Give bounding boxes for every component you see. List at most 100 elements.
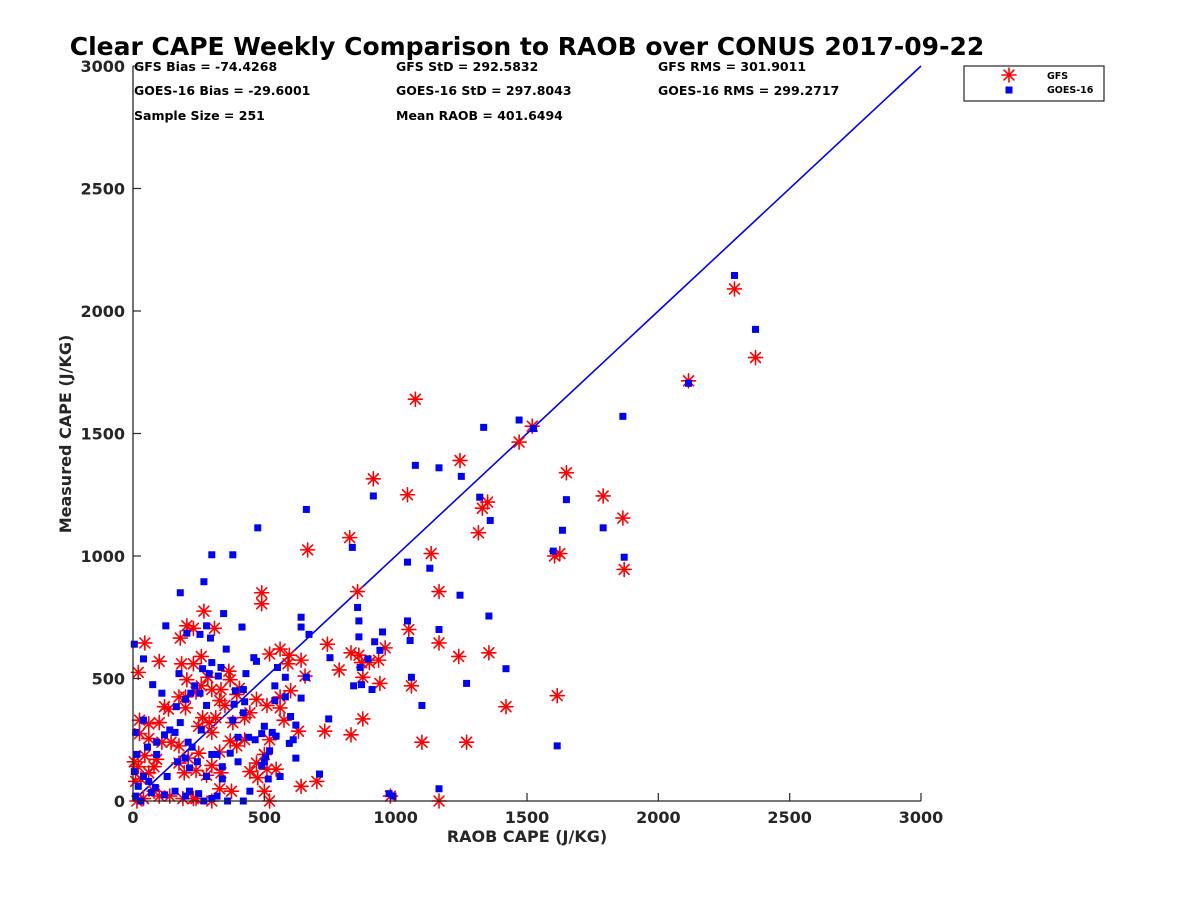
- goes16-point: [268, 728, 276, 736]
- goes16-point: [229, 551, 237, 559]
- gfs-point: [211, 780, 228, 797]
- goes16-point: [234, 733, 242, 741]
- goes16-point: [174, 758, 182, 766]
- goes16-point: [285, 739, 293, 747]
- gfs-point: [193, 648, 210, 665]
- goes16-point: [130, 640, 138, 648]
- goes16-point: [476, 493, 484, 501]
- goes16-point: [292, 754, 300, 762]
- goes16-point: [229, 716, 237, 724]
- x-tick-label: 2000: [636, 808, 681, 827]
- goes16-point: [140, 773, 148, 780]
- x-tick-label: 1500: [505, 808, 550, 827]
- goes16-point: [411, 461, 419, 469]
- goes16-point: [530, 425, 538, 433]
- goes16-point: [222, 645, 230, 653]
- gfs-point: [400, 621, 417, 638]
- goes16-point: [376, 646, 384, 654]
- goes16-point: [272, 732, 280, 740]
- y-axis-label: Measured CAPE (J/KG): [56, 335, 75, 534]
- gfs-point: [399, 486, 416, 503]
- goes16-point: [379, 628, 387, 636]
- goes16-point: [239, 686, 247, 694]
- gfs-point: [207, 709, 224, 726]
- goes16-point: [389, 792, 397, 800]
- gfs-point: [558, 464, 575, 481]
- goes16-point: [213, 792, 221, 800]
- gfs-point: [171, 738, 187, 754]
- goes16-point: [403, 617, 411, 625]
- goes16-point: [426, 564, 434, 572]
- goes16-point: [230, 700, 238, 708]
- gfs-point: [481, 644, 497, 661]
- goes16-point: [355, 633, 363, 641]
- goes16-point: [188, 743, 196, 751]
- goes16-point: [287, 712, 295, 720]
- gfs-point: [249, 769, 266, 786]
- goes16-point: [153, 738, 161, 746]
- gfs-point: [355, 669, 371, 686]
- goes16-point: [182, 695, 190, 703]
- goes16-point: [562, 496, 570, 504]
- goes16-point: [502, 665, 510, 673]
- goes16-point: [371, 638, 379, 646]
- goes16-point: [185, 787, 193, 795]
- goes16-point: [149, 681, 157, 689]
- goes16-point: [485, 612, 493, 620]
- goes16-point: [172, 703, 180, 711]
- goes16-point: [196, 630, 204, 638]
- goes16-point: [208, 551, 216, 559]
- gfs-point: [423, 545, 439, 562]
- x-axis-label: RAOB CAPE (J/KG): [447, 827, 607, 846]
- gfs-point: [179, 671, 195, 688]
- x-tick-label: 1000: [373, 808, 418, 827]
- goes16-point: [238, 623, 246, 631]
- goes16-point: [289, 736, 297, 744]
- goes16-point: [220, 610, 228, 618]
- stats-panel: GFS Bias = -74.4268 GFS StD = 292.5832 G…: [134, 59, 839, 123]
- goes16-point: [480, 423, 488, 431]
- stat-sample-size: Sample Size = 251: [134, 108, 265, 123]
- goes16-point: [231, 687, 239, 695]
- gfs-point: [470, 524, 487, 541]
- goes16-point: [234, 758, 242, 766]
- legend-box: [963, 65, 1105, 102]
- goes16-point: [355, 617, 363, 625]
- gfs-point: [331, 662, 347, 678]
- gfs-point: [726, 281, 743, 297]
- goes16-point: [685, 379, 693, 387]
- chart-title: Clear CAPE Weekly Comparison to RAOB ove…: [70, 32, 985, 61]
- goes16-point: [206, 634, 214, 642]
- gfs-point: [349, 583, 366, 600]
- goes16-point: [184, 738, 192, 746]
- goes16-point: [403, 558, 411, 566]
- goes16-point: [218, 775, 226, 783]
- goes16-point: [406, 637, 414, 645]
- goes16-point: [297, 613, 305, 621]
- gfs-point: [341, 529, 358, 546]
- y-tick-label: 1500: [80, 425, 125, 444]
- goes16-point: [132, 728, 140, 736]
- goes16-point: [158, 689, 166, 697]
- goes16-point: [132, 792, 140, 800]
- gfs-point: [137, 635, 153, 651]
- goes16-point: [266, 747, 274, 755]
- goes16-point: [193, 758, 201, 766]
- goes16-point: [364, 655, 372, 663]
- goes16-point: [176, 719, 184, 727]
- goes16-point: [153, 750, 161, 758]
- goes16-point: [250, 654, 258, 662]
- goes16-point: [435, 464, 443, 472]
- goes16-point: [242, 670, 250, 678]
- y-tick-label: 500: [92, 670, 125, 689]
- gfs-point: [370, 652, 387, 668]
- goes16-point: [196, 689, 204, 697]
- goes16-point: [214, 672, 222, 680]
- goes16-point: [176, 589, 184, 597]
- goes16-point: [456, 591, 464, 599]
- goes16-point: [276, 773, 284, 780]
- gfs-point: [498, 698, 514, 715]
- gfs-point: [403, 678, 420, 694]
- goes16-point: [271, 697, 279, 705]
